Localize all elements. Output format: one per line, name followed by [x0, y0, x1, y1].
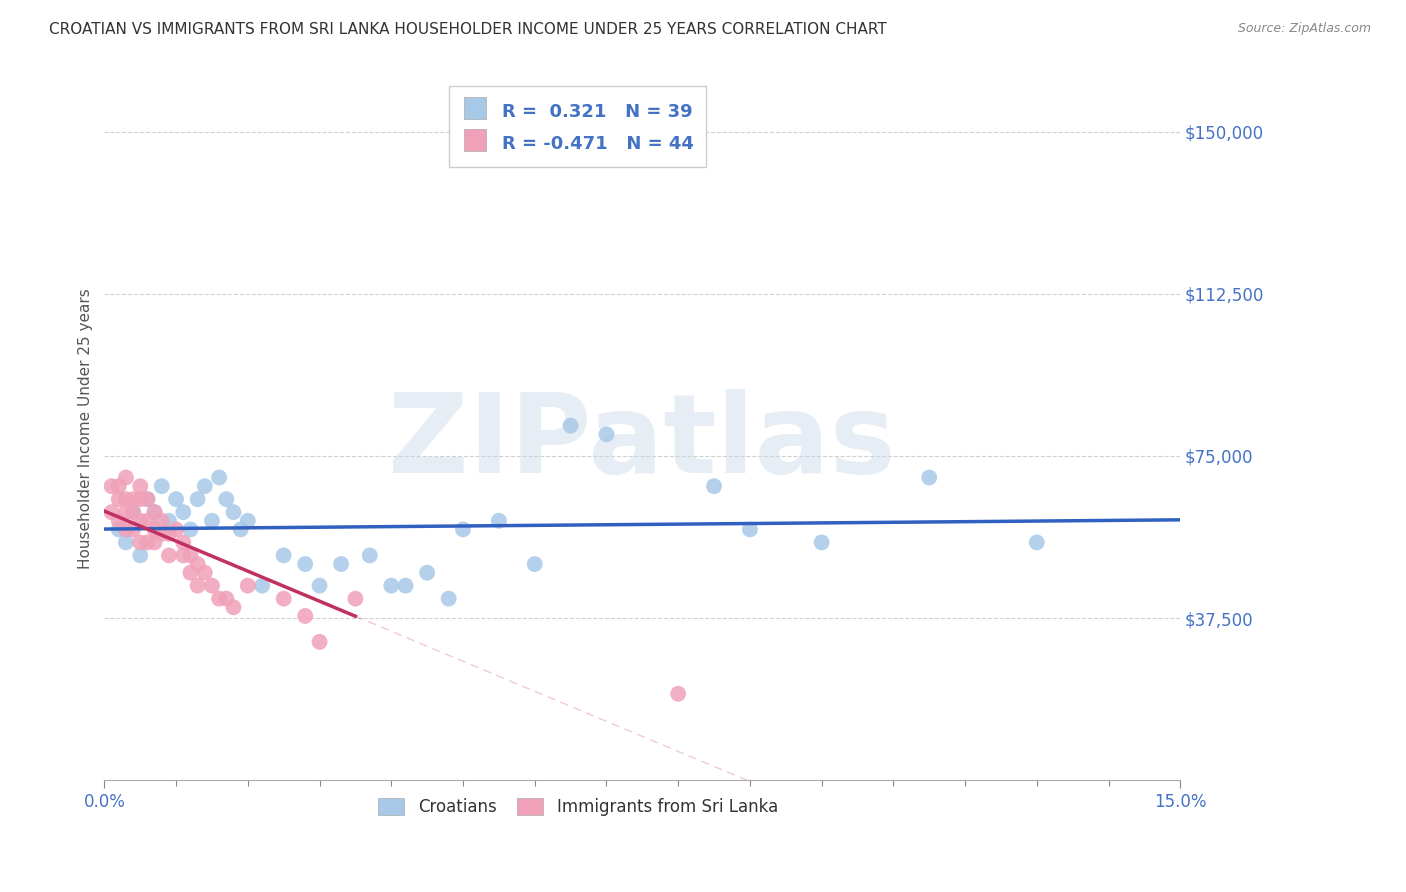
- Point: [172, 535, 194, 549]
- Point: [187, 579, 209, 593]
- Legend: Croatians, Immigrants from Sri Lanka: Croatians, Immigrants from Sri Lanka: [370, 789, 786, 825]
- Point: [129, 535, 152, 549]
- Point: [380, 579, 402, 593]
- Point: [157, 514, 180, 528]
- Point: [810, 535, 832, 549]
- Point: [122, 492, 145, 507]
- Point: [122, 523, 145, 537]
- Point: [136, 535, 159, 549]
- Point: [250, 579, 273, 593]
- Text: Source: ZipAtlas.com: Source: ZipAtlas.com: [1237, 22, 1371, 36]
- Point: [201, 579, 224, 593]
- Point: [143, 505, 166, 519]
- Point: [359, 549, 381, 563]
- Point: [703, 479, 725, 493]
- Point: [129, 549, 152, 563]
- Point: [122, 505, 145, 519]
- Point: [918, 470, 941, 484]
- Y-axis label: Householder Income Under 25 years: Householder Income Under 25 years: [79, 288, 93, 569]
- Point: [308, 579, 330, 593]
- Point: [194, 566, 217, 580]
- Point: [215, 591, 238, 606]
- Point: [157, 549, 180, 563]
- Point: [136, 514, 159, 528]
- Point: [294, 609, 316, 624]
- Point: [666, 687, 689, 701]
- Point: [488, 514, 510, 528]
- Text: ZIPatlas: ZIPatlas: [388, 390, 896, 497]
- Point: [157, 526, 180, 541]
- Point: [165, 492, 187, 507]
- Point: [136, 492, 159, 507]
- Point: [115, 505, 138, 519]
- Point: [100, 505, 122, 519]
- Point: [179, 549, 201, 563]
- Point: [179, 566, 201, 580]
- Point: [273, 549, 295, 563]
- Point: [129, 479, 152, 493]
- Point: [129, 514, 152, 528]
- Point: [229, 523, 252, 537]
- Point: [107, 523, 129, 537]
- Point: [129, 492, 152, 507]
- Point: [236, 514, 259, 528]
- Point: [107, 479, 129, 493]
- Point: [150, 479, 173, 493]
- Point: [437, 591, 460, 606]
- Point: [150, 526, 173, 541]
- Point: [143, 523, 166, 537]
- Point: [344, 591, 367, 606]
- Point: [1025, 535, 1047, 549]
- Point: [236, 579, 259, 593]
- Point: [416, 566, 439, 580]
- Point: [136, 492, 159, 507]
- Point: [115, 535, 138, 549]
- Point: [165, 523, 187, 537]
- Point: [187, 492, 209, 507]
- Point: [595, 427, 617, 442]
- Point: [143, 535, 166, 549]
- Point: [107, 514, 129, 528]
- Point: [100, 479, 122, 493]
- Point: [273, 591, 295, 606]
- Point: [294, 557, 316, 571]
- Point: [208, 591, 231, 606]
- Point: [115, 470, 138, 484]
- Point: [215, 492, 238, 507]
- Point: [451, 523, 474, 537]
- Point: [172, 549, 194, 563]
- Point: [308, 635, 330, 649]
- Point: [107, 492, 129, 507]
- Point: [122, 505, 145, 519]
- Point: [172, 505, 194, 519]
- Point: [394, 579, 416, 593]
- Point: [115, 492, 138, 507]
- Point: [523, 557, 546, 571]
- Point: [208, 470, 231, 484]
- Point: [194, 479, 217, 493]
- Point: [560, 418, 582, 433]
- Point: [115, 523, 138, 537]
- Point: [222, 600, 245, 615]
- Point: [330, 557, 353, 571]
- Point: [187, 557, 209, 571]
- Point: [143, 505, 166, 519]
- Point: [738, 523, 761, 537]
- Text: CROATIAN VS IMMIGRANTS FROM SRI LANKA HOUSEHOLDER INCOME UNDER 25 YEARS CORRELAT: CROATIAN VS IMMIGRANTS FROM SRI LANKA HO…: [49, 22, 887, 37]
- Point: [222, 505, 245, 519]
- Point: [179, 523, 201, 537]
- Point: [150, 514, 173, 528]
- Point: [201, 514, 224, 528]
